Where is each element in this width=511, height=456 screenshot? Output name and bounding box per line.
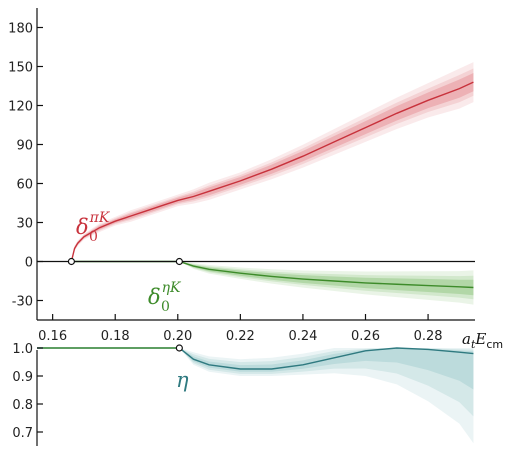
xtick-label-0: 0.16 xyxy=(38,329,67,344)
band-series-0-2 xyxy=(71,73,474,262)
eta-band-1 xyxy=(37,348,474,417)
threshold-marker-0 xyxy=(67,257,76,266)
xtick-label-5: 0.26 xyxy=(351,329,380,344)
ytick-label-bottom-2: 0.8 xyxy=(12,398,33,413)
ytick-label-top-0: 180 xyxy=(8,22,33,37)
threshold-marker-1 xyxy=(175,257,183,266)
ytick-label-top-2: 120 xyxy=(8,100,33,115)
line-series-1 xyxy=(71,260,474,289)
eta-bands xyxy=(37,348,474,444)
band-series-1-1 xyxy=(71,261,474,300)
label-delta-etaK-base: δ xyxy=(148,285,161,309)
label-delta-etaK-sup: ηK xyxy=(162,280,182,296)
eta-line xyxy=(37,347,474,370)
line-series-0 xyxy=(70,81,474,262)
label-delta-piK-base: δ xyxy=(76,215,89,239)
xlabel-a: a xyxy=(462,330,471,348)
y-ticks-bottom: 1.0 0.9 0.8 0.7 xyxy=(12,342,43,441)
series-lines xyxy=(70,81,474,289)
ytick-label-bottom-1: 0.9 xyxy=(12,370,33,385)
threshold-markers-bottom xyxy=(175,344,183,352)
label-delta-piK-sup: πK xyxy=(89,210,111,226)
y-ticks-top: 180 150 120 90 60 30 0 -30 xyxy=(8,22,43,310)
xlabel-t: t xyxy=(471,338,476,351)
label-delta-piK: δπK 0 xyxy=(76,210,111,245)
threshold-marker-bottom-0 xyxy=(175,344,183,352)
ytick-label-bottom-0: 1.0 xyxy=(12,342,33,357)
ytick-label-top-4: 60 xyxy=(16,178,33,193)
xlabel: atEcm xyxy=(462,330,503,351)
xtick-label-4: 0.24 xyxy=(288,329,317,344)
band-series-0-0 xyxy=(71,62,474,262)
x-ticks: 0.16 0.18 0.20 0.22 0.24 0.26 0.28 xyxy=(38,314,443,344)
eta-band-0 xyxy=(37,348,474,444)
band-series-1-2 xyxy=(71,261,474,296)
inelasticity-panel: 1.0 0.9 0.8 0.7 η xyxy=(12,342,474,446)
ytick-label-bottom-3: 0.7 xyxy=(12,426,33,441)
eta-lines xyxy=(37,347,474,370)
label-eta: η xyxy=(176,368,189,392)
xlabel-E: E xyxy=(474,330,486,348)
ytick-label-top-7: -30 xyxy=(12,295,33,310)
band-series-0-1 xyxy=(71,68,474,262)
label-delta-piK-sub: 0 xyxy=(89,229,98,245)
xtick-label-3: 0.22 xyxy=(226,329,255,344)
xtick-label-1: 0.18 xyxy=(101,329,130,344)
ytick-label-top-5: 30 xyxy=(16,217,33,232)
band-series-1-0 xyxy=(71,261,474,305)
xlabel-cm: cm xyxy=(486,338,503,351)
label-delta-etaK-sub: 0 xyxy=(161,299,170,315)
ytick-label-top-3: 90 xyxy=(16,139,33,154)
xtick-label-2: 0.20 xyxy=(163,329,192,344)
ytick-label-top-1: 150 xyxy=(8,61,33,76)
ytick-label-top-6: 0 xyxy=(25,256,33,271)
threshold-markers xyxy=(67,257,183,266)
uncertainty-bands xyxy=(71,62,474,305)
xtick-label-6: 0.28 xyxy=(414,329,443,344)
phase-shift-panel: 180 150 120 90 60 30 0 -30 0.16 0.18 0.20 0.22 0.24… xyxy=(8,8,503,351)
label-delta-etaK: δηK 0 xyxy=(148,280,182,315)
